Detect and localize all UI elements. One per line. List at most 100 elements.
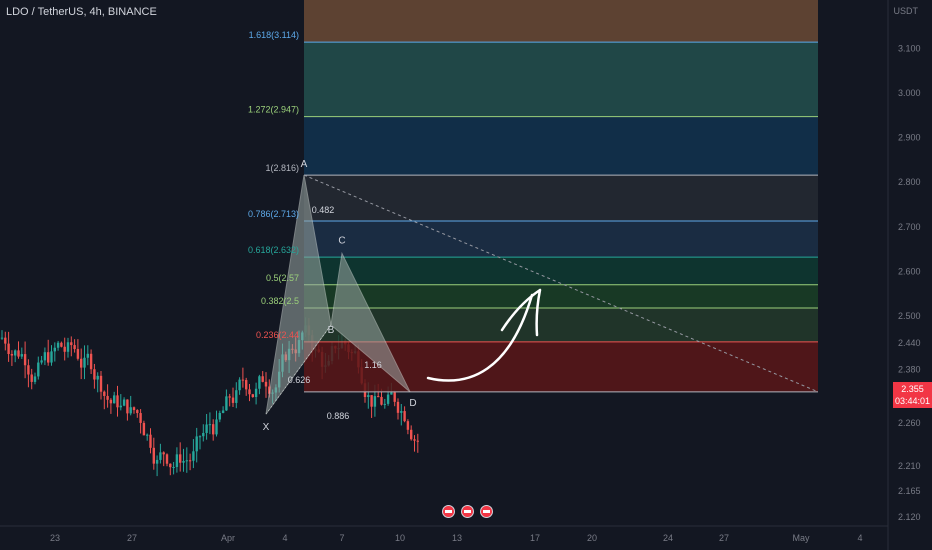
candle-body	[162, 452, 165, 455]
fib-level-label: 0.382(2.5	[261, 296, 299, 306]
candle-body	[231, 397, 235, 403]
price-tick: 2.120	[898, 512, 921, 522]
ratio-label: 0.482	[312, 205, 335, 215]
candle-body	[60, 342, 63, 347]
us-flag-icon[interactable]	[442, 505, 455, 518]
candle-body	[172, 467, 175, 469]
candle-body	[241, 379, 245, 381]
candle-body	[50, 351, 53, 363]
candle-body	[198, 436, 202, 438]
candle-body	[238, 379, 241, 391]
candle-body	[40, 360, 43, 363]
candle-body	[205, 424, 208, 433]
time-tick: 24	[663, 533, 673, 543]
candle-body	[122, 399, 126, 406]
fib-level-label: 0.786(2.713)	[248, 209, 299, 219]
pattern-point-label: C	[338, 236, 345, 247]
candle-body	[80, 358, 83, 368]
fib-level-label: 0.618(2.632)	[248, 245, 299, 255]
candle-body	[225, 396, 228, 411]
time-tick: Apr	[221, 533, 235, 543]
candle-body	[413, 439, 416, 441]
candle-body	[70, 342, 73, 346]
price-unit-label: USDT	[893, 6, 919, 16]
candle-body	[132, 407, 136, 411]
candle-body	[109, 399, 113, 404]
candle-body	[23, 354, 27, 366]
price-tick: 2.700	[898, 222, 921, 232]
price-tick: 2.165	[898, 486, 921, 496]
candle-body	[195, 436, 198, 452]
candle-body	[159, 452, 162, 460]
candle-body	[76, 349, 80, 359]
fib-zone	[304, 257, 818, 285]
candle-body	[396, 401, 400, 413]
candle-body	[14, 350, 17, 356]
fib-level-label: 0.5(2.57	[266, 273, 299, 283]
fib-zone	[304, 307, 818, 342]
last-price-value: 2.355	[901, 384, 924, 394]
candle-body	[370, 395, 373, 407]
pattern-triangle-bcd	[330, 251, 411, 393]
candle-body	[106, 395, 109, 400]
candle-body	[96, 375, 99, 380]
candle-body	[33, 376, 37, 382]
time-tick: 23	[50, 533, 60, 543]
candle-body	[383, 403, 386, 405]
candle-body	[73, 345, 76, 350]
candle-body	[192, 451, 195, 461]
fib-level-label: 1.618(3.114)	[249, 30, 299, 40]
candle-body	[169, 463, 172, 468]
candle-body	[30, 374, 33, 382]
fib-level-label: 1.272(2.947)	[248, 105, 299, 115]
time-tick: 4	[282, 533, 287, 543]
candle-body	[103, 391, 106, 396]
candle-body	[235, 390, 238, 403]
candle-body	[146, 434, 149, 436]
candle-body	[179, 454, 182, 463]
us-flag-icon[interactable]	[480, 505, 493, 518]
candle-body	[221, 410, 225, 413]
candle-body	[410, 429, 413, 440]
trend-dashed-line	[303, 174, 819, 393]
candle-body	[7, 343, 10, 355]
price-tick: 3.000	[898, 88, 921, 98]
candle-body	[129, 407, 132, 414]
price-tick: 2.380	[898, 365, 921, 375]
time-tick: 4	[857, 533, 862, 543]
candle-body	[393, 392, 396, 402]
candle-body	[212, 424, 215, 435]
arrow-head	[500, 288, 542, 337]
candle-body	[27, 365, 30, 375]
candle-body	[63, 346, 66, 352]
us-flag-icon[interactable]	[461, 505, 474, 518]
candle-body	[43, 352, 47, 361]
price-tick: 3.100	[898, 43, 921, 53]
candle-body	[386, 394, 390, 404]
time-tick: 7	[339, 533, 344, 543]
price-tick: 2.600	[898, 266, 921, 276]
candle-body	[215, 419, 218, 435]
candle-body	[119, 405, 122, 408]
candle-body	[136, 410, 139, 414]
candle-body	[99, 375, 103, 392]
price-tick: 2.440	[898, 338, 921, 348]
candle-body	[188, 460, 192, 462]
projection-arrow	[426, 293, 534, 382]
candle-body	[139, 413, 142, 423]
candle-body	[113, 395, 116, 404]
candle-body	[218, 412, 221, 420]
candle-body	[264, 381, 268, 387]
candle-body	[185, 460, 188, 462]
candle-body	[152, 447, 155, 464]
ratio-label: 0.626	[288, 375, 311, 385]
candle-body	[261, 376, 264, 382]
candle-body	[17, 350, 20, 357]
candle-body	[228, 396, 231, 398]
pattern-triangle-xab	[265, 174, 332, 415]
candle-body	[155, 459, 159, 464]
candle-body	[0, 337, 4, 339]
pattern-point-label: D	[409, 398, 416, 409]
